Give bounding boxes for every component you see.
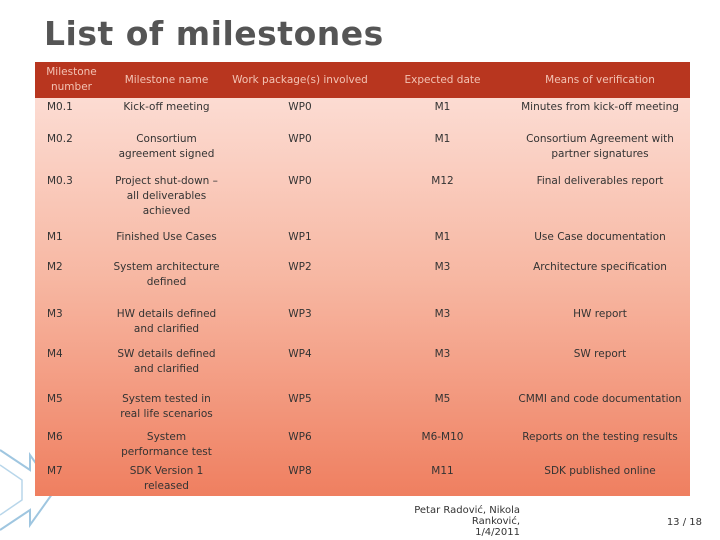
table-cell: M1 — [434, 231, 451, 243]
table-cell: M1 — [434, 101, 451, 113]
table-row: M0.3 Project shut-down – all deliverables… — [35, 172, 690, 228]
table-cell: M3 — [47, 308, 63, 320]
table-cell: SDK published online — [544, 465, 656, 477]
header-cell: Expected date — [375, 62, 510, 98]
table-cell: WP8 — [288, 465, 312, 477]
header-row: Milestone number Milestone name Work packa… — [35, 62, 690, 98]
header-cell: Means of verification — [510, 62, 690, 98]
table-cell: M3 — [434, 348, 451, 360]
table-cell: M6-M10 — [421, 431, 464, 443]
table-cell: Kick-off meeting — [123, 101, 210, 113]
table-cell: Use Case documentation — [534, 231, 666, 243]
table-cell: CMMI and code documentation — [518, 393, 682, 405]
table-cell: Architecture specification — [533, 261, 667, 273]
table-cell: HW details defined and clarified — [116, 308, 217, 335]
table-cell: M0.3 — [47, 175, 73, 187]
table-cell: WP6 — [288, 431, 312, 443]
table-cell: M7 — [47, 465, 63, 477]
footer-author: Petar Radović, Nikola Ranković, — [414, 505, 520, 527]
table-row: M1 Finished Use Cases WP1 M1 Use Case docume… — [35, 228, 690, 258]
table-cell: SW details defined and clarified — [117, 348, 216, 375]
table-cell: M1 — [47, 231, 63, 243]
table-cell: Minutes from kick-off meeting — [521, 101, 679, 113]
table-cell: M6 — [47, 431, 63, 443]
table-cell: M11 — [431, 465, 454, 477]
table-row: M0.2 Consortium agreement signed WP0 M1 Cons… — [35, 130, 690, 172]
table-row: M2 System architecture defined WP2 M3 Archit… — [35, 258, 690, 305]
table-cell: Consortium agreement signed — [118, 133, 215, 160]
page-number: 13 / 18 — [666, 517, 702, 528]
table-cell: Finished Use Cases — [116, 231, 217, 243]
table-row: M4 SW details defined and clarified WP4 M3 S… — [35, 345, 690, 390]
table-cell: M3 — [434, 261, 451, 273]
footer-credit: Petar Radović, Nikola Ranković, 1/4/2011 — [370, 505, 520, 538]
table-cell: Project shut-down – all deliverables ach… — [115, 175, 218, 217]
table-cell: System tested in real life scenarios — [120, 393, 213, 420]
table-cell: System architecture defined — [113, 261, 220, 288]
table-cell: M12 — [431, 175, 454, 187]
table-cell: SW report — [573, 348, 627, 360]
table-cell: WP5 — [288, 393, 312, 405]
footer-date: 1/4/2011 — [475, 527, 520, 538]
table-cell: WP0 — [288, 133, 312, 145]
header-cell: Work package(s) involved — [225, 62, 375, 98]
table-row: M3 HW details defined and clarified WP3 M3 H… — [35, 305, 690, 345]
table-cell: Final deliverables report — [536, 175, 664, 187]
table-row: M6 System performance test WP6 M6-M10 Report… — [35, 428, 690, 462]
table-cell: WP0 — [288, 175, 312, 187]
table-cell: WP1 — [288, 231, 312, 243]
table-row: M5 System tested in real life scenarios WP… — [35, 390, 690, 428]
table-cell: M4 — [47, 348, 63, 360]
table-cell: SDK Version 1 released — [129, 465, 204, 492]
table-cell: HW report — [573, 308, 627, 320]
milestone-table: Milestone number Milestone name Work packa… — [35, 62, 690, 496]
table-cell: Consortium Agreement with partner signat… — [526, 133, 674, 160]
table-cell: System performance test — [121, 431, 212, 458]
table-cell: WP4 — [288, 348, 312, 360]
table-cell: WP0 — [288, 101, 312, 113]
table-cell: WP3 — [288, 308, 312, 320]
table-cell: M0.2 — [47, 133, 73, 145]
slide-title: List of milestones — [44, 14, 384, 53]
table-cell: WP2 — [288, 261, 312, 273]
header-cell: Milestone name — [108, 62, 225, 98]
table-body: M0.1 Kick-off meeting WP0 M1 Minutes from ki… — [35, 98, 690, 496]
table-cell: M5 — [434, 393, 451, 405]
table-row: M0.1 Kick-off meeting WP0 M1 Minutes from ki… — [35, 98, 690, 130]
table-cell: M2 — [47, 261, 63, 273]
table-cell: M1 — [434, 133, 451, 145]
table-row: M7 SDK Version 1 released WP8 M11 SDK publis… — [35, 462, 690, 496]
table-cell: M0.1 — [47, 101, 73, 113]
table-cell: M3 — [434, 308, 451, 320]
header-cell: Milestone number — [35, 62, 108, 98]
table-cell: M5 — [47, 393, 63, 405]
table-cell: Reports on the testing results — [522, 431, 678, 443]
